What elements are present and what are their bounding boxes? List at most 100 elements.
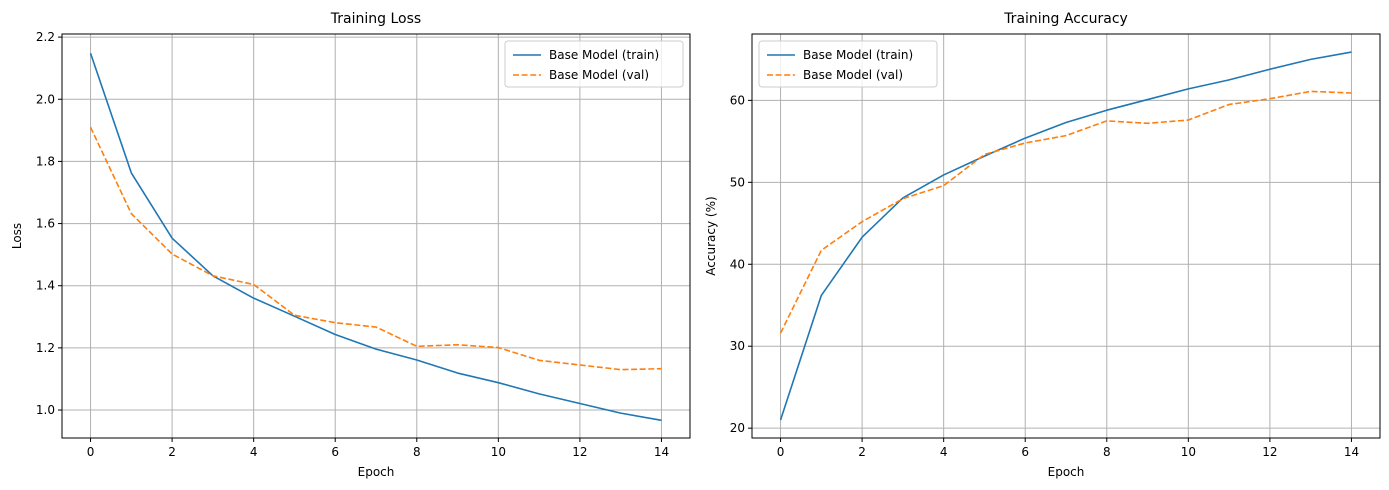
loss-x-tick-label: 12 (572, 445, 587, 459)
accuracy-data-point-val (1349, 91, 1353, 95)
loss-data-point-val (415, 344, 419, 348)
accuracy-chart-title: Training Accuracy (1003, 11, 1128, 27)
accuracy-data-point-val (860, 220, 864, 224)
loss-y-tick-label: 1.0 (36, 403, 55, 417)
accuracy-x-tick-label: 14 (1344, 445, 1359, 459)
loss-legend-box (504, 40, 684, 88)
accuracy-data-point-train (1023, 136, 1027, 140)
loss-data-point-val (537, 358, 541, 362)
accuracy-legend-box (758, 40, 938, 88)
loss-data-point-val (578, 363, 582, 367)
accuracy-y-tick-label: 50 (730, 175, 745, 189)
loss-data-point-train (659, 418, 663, 422)
accuracy-x-tick-label: 4 (940, 445, 948, 459)
loss-data-point-val (170, 252, 174, 256)
accuracy-data-point-train (1268, 67, 1272, 71)
accuracy-x-tick-label: 0 (777, 445, 785, 459)
loss-series-line-val (89, 126, 662, 371)
loss-data-point-val (252, 282, 256, 286)
loss-x-tick-label: 14 (654, 445, 669, 459)
accuracy-data-point-val (1105, 119, 1109, 123)
loss-data-point-train (170, 236, 174, 240)
loss-data-point-val (211, 274, 215, 278)
loss-x-tick-label: 2 (168, 445, 176, 459)
accuracy-data-point-val (982, 152, 986, 156)
accuracy-grid (752, 34, 1380, 438)
loss-grid (62, 34, 690, 438)
loss-data-point-val (333, 321, 337, 325)
loss-data-point-val (619, 368, 623, 372)
loss-data-point-train (456, 371, 460, 375)
loss-chart-title: Training Loss (330, 11, 421, 27)
accuracy-data-point-train (1227, 78, 1231, 82)
loss-x-tick-label: 0 (87, 445, 95, 459)
accuracy-y-tick-label: 20 (730, 421, 745, 435)
loss-data-point-val (292, 313, 296, 317)
accuracy-data-point-val (1064, 134, 1068, 138)
accuracy-series-line-train (779, 51, 1352, 421)
accuracy-data-point-train (1105, 108, 1109, 112)
accuracy-x-tick-label: 2 (858, 445, 866, 459)
loss-axes-frame (61, 33, 691, 439)
loss-y-axis-label: Loss (10, 223, 24, 249)
accuracy-x-tick-label: 6 (1021, 445, 1029, 459)
accuracy-x-tick-label: 12 (1262, 445, 1277, 459)
accuracy-data-point-train (860, 235, 864, 239)
accuracy-data-point-val (1268, 97, 1272, 101)
accuracy-x-axis-label: Epoch (1048, 465, 1085, 479)
loss-legend-label: Base Model (train) (549, 48, 659, 62)
accuracy-y-tick-label: 40 (730, 257, 745, 271)
loss-data-point-val (456, 343, 460, 347)
loss-series-line-train (89, 53, 662, 422)
loss-ticks: 0 2 4 6 8 10 12 14 1.0 1.2 1.4 1.6 1.8 2.0 2.2 (36, 30, 669, 459)
loss-x-axis-label: Epoch (358, 465, 395, 479)
loss-x-tick-label: 8 (413, 445, 421, 459)
loss-data-point-val (374, 325, 378, 329)
accuracy-legend-label: Base Model (train) (803, 48, 913, 62)
accuracy-data-point-val (1146, 121, 1150, 125)
accuracy-data-point-train (779, 418, 783, 422)
loss-data-point-train (333, 333, 337, 337)
loss-data-point-train (129, 171, 133, 175)
loss-data-point-train (252, 296, 256, 300)
loss-data-point-val (89, 125, 93, 129)
loss-data-point-train (496, 381, 500, 385)
accuracy-data-point-train (1186, 87, 1190, 91)
accuracy-data-point-val (1309, 89, 1313, 93)
accuracy-y-tick-label: 30 (730, 339, 745, 353)
loss-data-point-val (129, 212, 133, 216)
loss-y-tick-label: 2.0 (36, 92, 55, 106)
accuracy-data-point-val (819, 248, 823, 252)
accuracy-data-point-train (1349, 50, 1353, 54)
accuracy-legend: Base Model (train) Base Model (val) (758, 40, 938, 88)
loss-y-tick-label: 1.6 (36, 217, 55, 231)
accuracy-y-axis-label: Accuracy (%) (704, 196, 718, 275)
loss-data-point-train (537, 392, 541, 396)
loss-y-tick-label: 2.2 (36, 30, 55, 44)
loss-data-point-val (659, 367, 663, 371)
accuracy-data-point-val (1023, 141, 1027, 145)
accuracy-legend-label: Base Model (val) (803, 68, 903, 82)
accuracy-data-point-val (1227, 102, 1231, 106)
loss-y-tick-label: 1.8 (36, 154, 55, 168)
loss-legend-label: Base Model (val) (549, 68, 649, 82)
accuracy-data-point-train (1146, 98, 1150, 102)
loss-data-point-train (374, 347, 378, 351)
accuracy-x-tick-label: 10 (1181, 445, 1196, 459)
accuracy-data-point-val (942, 184, 946, 188)
loss-series (89, 53, 663, 422)
loss-data-point-train (578, 402, 582, 406)
loss-data-point-val (496, 346, 500, 350)
accuracy-data-point-val (901, 197, 905, 201)
loss-y-tick-label: 1.4 (36, 279, 55, 293)
accuracy-series (779, 50, 1353, 422)
accuracy-y-tick-label: 60 (730, 93, 745, 107)
loss-y-tick-label: 1.2 (36, 341, 55, 355)
loss-chart-panel: 0 2 4 6 8 10 12 14 1.0 1.2 1.4 1.6 1.8 2.0 2.2 Trainin… (10, 11, 691, 479)
loss-x-tick-label: 4 (250, 445, 258, 459)
accuracy-data-point-train (1309, 57, 1313, 61)
loss-x-tick-label: 10 (491, 445, 506, 459)
loss-x-tick-label: 6 (331, 445, 339, 459)
accuracy-axes-frame (751, 33, 1381, 439)
